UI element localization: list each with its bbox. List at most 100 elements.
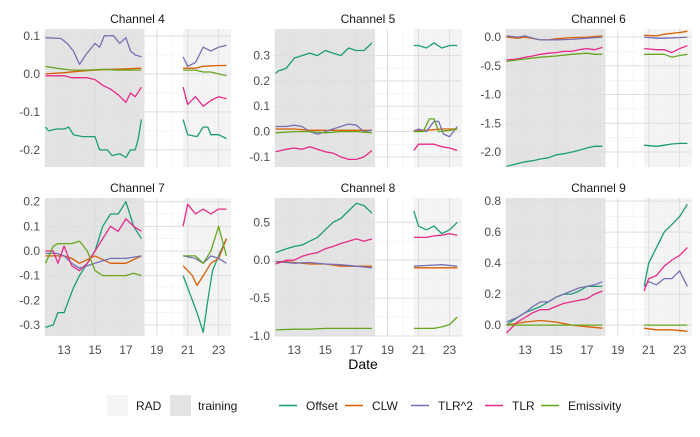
series-line-5 — [275, 327, 372, 331]
x-tick-label: 19 — [611, 343, 625, 357]
legend-item-series-2: CLW — [345, 399, 398, 413]
series-line-5 — [506, 52, 603, 62]
series-line-3 — [45, 35, 142, 66]
series-line-2 — [644, 327, 688, 332]
x-tick-label: 21 — [412, 343, 426, 357]
series-line-1 — [275, 202, 373, 254]
series-line-1 — [413, 210, 458, 235]
y-tick-label: 0.0 — [23, 67, 40, 81]
x-tick-label: 21 — [181, 343, 195, 357]
series-line-3 — [413, 120, 458, 138]
series-line-3 — [413, 264, 458, 267]
series-line-5 — [413, 118, 458, 133]
legend-key-swatch — [170, 395, 191, 416]
panel-title: Channel 4 — [110, 12, 165, 26]
series-line-1 — [44, 119, 143, 159]
legend-item-series-4: TLR — [485, 399, 535, 413]
series-line-3 — [506, 281, 603, 323]
panel-title: Channel 5 — [341, 12, 396, 26]
y-tick-label: 0.2 — [484, 287, 501, 301]
series-line-1 — [643, 203, 688, 287]
y-tick-label: -1.5 — [480, 116, 501, 130]
panel-title: Channel 8 — [341, 181, 396, 195]
band-RAD — [413, 198, 462, 336]
series-line-4 — [275, 146, 373, 161]
series-line-5 — [183, 69, 227, 77]
panel-2: Channel 5 0.3 0.2 0.1 0.0 -0.1 — [249, 12, 462, 167]
y-tick-label: -0.1 — [19, 105, 40, 119]
series-line-1 — [182, 119, 227, 140]
x-tick-label: 23 — [673, 343, 687, 357]
y-tick-label: -0.1 — [249, 150, 270, 164]
series-line-2 — [506, 319, 603, 329]
x-tick-label: 17 — [119, 343, 133, 357]
y-tick-label: 0.0 — [23, 244, 40, 258]
panel-title: Channel 9 — [571, 181, 626, 195]
x-tick-label: 13 — [57, 343, 71, 357]
y-tick-label: -0.5 — [480, 59, 501, 73]
legend-label: TLR^2 — [438, 399, 473, 413]
series-line-4 — [506, 46, 603, 61]
series-line-1 — [413, 42, 458, 49]
band-RAD — [183, 198, 231, 336]
y-tick-label: 0.5 — [253, 215, 270, 229]
series-line-2 — [275, 128, 372, 131]
series-line-4 — [413, 143, 458, 152]
series-line-1 — [506, 145, 603, 168]
legend-key-swatch — [107, 395, 128, 416]
y-tick-label: -2.0 — [480, 145, 501, 159]
series-line-5 — [275, 130, 372, 134]
panel-1: Channel 4 0.1 0.0 -0.1 -0.2 — [19, 12, 231, 167]
x-tick-label: 15 — [549, 343, 563, 357]
panel-3: Channel 6 0.0 -0.5 -1.0 -1.5 -2.0 — [480, 12, 692, 168]
panel-6: Channel 9 0.8 0.6 0.4 0.2 0.0 13 15 17 19 21 23 — [484, 181, 692, 357]
x-tick-label: 15 — [88, 343, 102, 357]
legend-item-series-1: Offset — [279, 399, 338, 413]
series-line-2 — [644, 30, 688, 37]
series-line-4 — [275, 238, 373, 265]
series-line-5 — [183, 225, 228, 264]
series-line-3 — [182, 44, 227, 67]
series-line-4 — [182, 87, 227, 107]
series-line-4 — [45, 75, 142, 104]
x-tick-label: 19 — [150, 343, 164, 357]
series-line-2 — [183, 64, 227, 69]
x-tick-label: 15 — [319, 343, 333, 357]
y-tick-label: 0.1 — [23, 219, 40, 233]
series-line-2 — [45, 255, 142, 264]
y-tick-label: 0.1 — [23, 29, 40, 43]
series-line-5 — [45, 65, 142, 71]
series-line-4 — [413, 232, 458, 239]
y-tick-label: 0.0 — [253, 125, 270, 139]
y-tick-label: -1.0 — [480, 88, 501, 102]
x-tick-label: 21 — [642, 343, 656, 357]
y-tick-label: 0.6 — [484, 225, 501, 239]
x-tick-label: 13 — [288, 343, 302, 357]
panel-5: Channel 8 0.5 0.0 -0.5 -1.0 13 15 17 19 21 23 — [249, 181, 462, 357]
panels: Channel 4 0.1 0.0 -0.1 -0.2 Channel 5 0.3 0.2 0.… — [19, 12, 692, 357]
series-line-4 — [182, 203, 227, 227]
series-line-5 — [413, 316, 458, 330]
series-line-4 — [506, 290, 603, 334]
series-line-5 — [44, 240, 142, 277]
legend-label: training — [198, 399, 237, 413]
x-tick-label: 23 — [443, 343, 457, 357]
band-RAD — [413, 29, 462, 167]
x-tick-label: 17 — [350, 343, 364, 357]
legend-item-rad: RAD — [107, 395, 162, 416]
legend-label: Emissivity — [568, 399, 621, 413]
legend: RAD training Offset CLW TLR^2 TLR Emissivity — [107, 395, 621, 416]
x-tick-label: 19 — [381, 343, 395, 357]
series-line-3 — [506, 35, 603, 41]
legend-label: Offset — [306, 399, 338, 413]
series-line-1 — [644, 142, 688, 147]
y-tick-label: -0.2 — [19, 293, 40, 307]
y-tick-label: 0.0 — [484, 318, 501, 332]
legend-label: CLW — [372, 399, 398, 413]
legend-label: RAD — [136, 399, 162, 413]
series-line-3 — [182, 255, 227, 264]
y-tick-label: 0.2 — [253, 74, 270, 88]
series-line-4 — [45, 218, 142, 272]
